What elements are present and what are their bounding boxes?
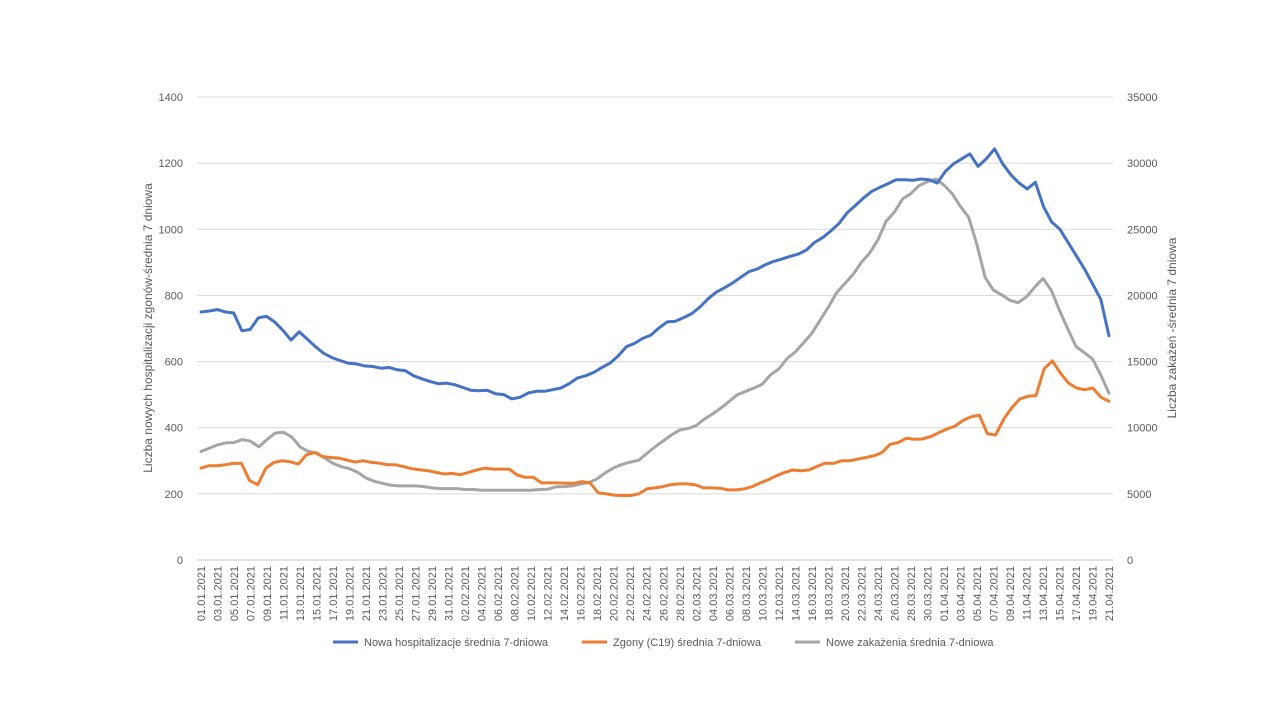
- x-tick-label: 19.01.2021: [345, 566, 357, 621]
- y-right-tick-label: 35000: [1127, 92, 1158, 104]
- x-tick-label: 24.03.2021: [873, 566, 885, 621]
- y-left-tick-label: 1400: [159, 92, 183, 104]
- x-tick-label: 17.01.2021: [328, 566, 340, 621]
- y-left-tick-label: 800: [165, 290, 183, 302]
- y-right-tick-label: 25000: [1127, 224, 1158, 236]
- x-tick-label: 26.02.2021: [658, 566, 670, 621]
- x-tick-label: 19.04.2021: [1087, 566, 1099, 621]
- x-tick-label: 12.03.2021: [774, 566, 786, 621]
- y-left-tick-label: 400: [165, 423, 183, 435]
- x-tick-label: 07.04.2021: [988, 566, 1000, 621]
- x-tick-label: 29.01.2021: [427, 566, 439, 621]
- x-tick-label: 05.01.2021: [229, 566, 241, 621]
- y-left-tick-label: 200: [165, 489, 183, 501]
- x-tick-label: 28.02.2021: [675, 566, 687, 621]
- x-tick-label: 15.04.2021: [1054, 566, 1066, 621]
- series-line-0: [199, 147, 1111, 401]
- y-right-tick-label: 20000: [1127, 290, 1158, 302]
- x-tick-label: 21.04.2021: [1104, 566, 1116, 621]
- x-tick-label: 09.04.2021: [1005, 566, 1017, 621]
- y-left-tick-label: 1200: [159, 158, 183, 170]
- x-tick-label: 16.03.2021: [807, 566, 819, 621]
- x-tick-label: 02.02.2021: [460, 566, 472, 621]
- x-tick-label: 05.04.2021: [972, 566, 984, 621]
- x-tick-label: 27.01.2021: [411, 566, 423, 621]
- x-tick-label: 03.04.2021: [955, 566, 967, 621]
- y-right-tick-label: 5000: [1127, 489, 1151, 501]
- legend-label: Nowa hospitalizacje średnia 7-dniowa: [364, 637, 549, 649]
- x-tick-label: 18.02.2021: [592, 566, 604, 621]
- x-tick-label: 23.01.2021: [378, 566, 390, 621]
- legend: Nowa hospitalizacje średnia 7-dniowa Zgon…: [333, 637, 994, 649]
- x-tick-label: 11.01.2021: [279, 566, 291, 620]
- x-tick-label: 02.03.2021: [691, 566, 703, 621]
- x-tick-label: 15.01.2021: [312, 566, 324, 621]
- x-tick-label: 13.04.2021: [1038, 566, 1050, 621]
- series-lines: [199, 147, 1111, 497]
- x-tick-label: 21.01.2021: [361, 566, 373, 621]
- legend-label: Zgony (C19) średnia 7-dniowa: [613, 637, 762, 649]
- x-tick-label: 13.01.2021: [295, 566, 307, 621]
- x-tick-label: 10.02.2021: [526, 566, 538, 621]
- x-tick-label: 06.02.2021: [493, 566, 505, 621]
- x-tick-label: 22.03.2021: [856, 566, 868, 621]
- x-tick-label: 14.02.2021: [559, 566, 571, 621]
- x-tick-label: 17.04.2021: [1071, 566, 1083, 621]
- y-right-tick-labels: 0 5000 10000 15000 20000 25000 30000 35000: [1127, 92, 1158, 567]
- x-tick-label: 20.03.2021: [840, 566, 852, 621]
- y-right-tick-label: 0: [1127, 555, 1133, 567]
- x-tick-label: 30.03.2021: [922, 566, 934, 621]
- y-right-axis-title: Liczba zakażeń -średnia 7 dniowa: [1165, 237, 1179, 418]
- x-tick-label: 03.01.2021: [213, 566, 225, 621]
- x-tick-label: 04.03.2021: [708, 566, 720, 621]
- x-tick-label: 06.03.2021: [724, 566, 736, 621]
- legend-label: Nowe zakażenia średnia 7-dniowa: [826, 637, 994, 649]
- x-tick-label: 08.03.2021: [741, 566, 753, 621]
- x-tick-label: 14.03.2021: [790, 566, 802, 621]
- y-left-tick-label: 1000: [159, 224, 183, 236]
- x-tick-label: 09.01.2021: [262, 566, 274, 621]
- y-right-tick-label: 30000: [1127, 158, 1158, 170]
- x-tick-label: 12.02.2021: [543, 566, 555, 621]
- x-tick-label: 16.02.2021: [576, 566, 588, 621]
- y-left-tick-label: 600: [165, 357, 183, 369]
- series-line-2: [199, 177, 1111, 492]
- x-tick-label: 22.02.2021: [625, 566, 637, 621]
- x-tick-label: 24.02.2021: [642, 566, 654, 621]
- gridlines: [197, 96, 1113, 561]
- y-left-tick-labels: 0 200 400 600 800 1000 1200 1400: [159, 92, 183, 567]
- y-left-tick-label: 0: [177, 555, 183, 567]
- y-right-tick-label: 15000: [1127, 357, 1158, 369]
- x-tick-label: 31.01.2021: [444, 566, 456, 621]
- x-tick-label: 04.02.2021: [477, 566, 489, 621]
- x-tick-label: 07.01.2021: [246, 566, 258, 621]
- x-tick-labels: 01.01.2021 03.01.2021 05.01.2021 07.01.2021…: [196, 566, 1116, 621]
- x-tick-label: 08.02.2021: [510, 566, 522, 621]
- x-tick-label: 20.02.2021: [609, 566, 621, 621]
- x-tick-label: 10.03.2021: [757, 566, 769, 621]
- x-tick-label: 25.01.2021: [394, 566, 406, 621]
- y-left-axis-title: Liczba nowych hospitalizacji zgonów-śred…: [141, 183, 155, 473]
- series-line-1: [199, 359, 1111, 497]
- x-tick-label: 26.03.2021: [889, 566, 901, 621]
- x-tick-label: 18.03.2021: [823, 566, 835, 621]
- x-tick-label: 28.03.2021: [906, 566, 918, 621]
- x-tick-label: 01.04.2021: [939, 566, 951, 621]
- y-right-tick-label: 10000: [1127, 423, 1158, 435]
- x-tick-label: 11.04.2021: [1021, 566, 1033, 620]
- x-tick-label: 01.01.2021: [196, 566, 208, 621]
